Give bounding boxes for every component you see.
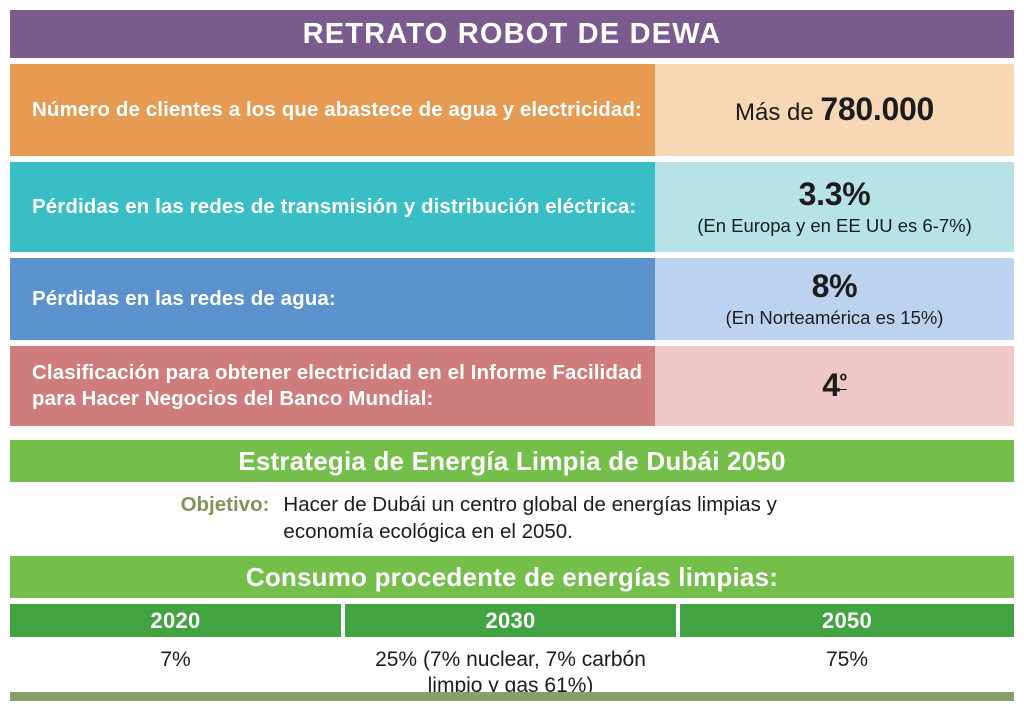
table-column-2030: 2030 25% (7% nuclear, 7% carbón limpio y…	[345, 604, 676, 700]
fact-label-water-losses: Pérdidas en las redes de agua:	[10, 258, 655, 340]
table-column-value: 7%	[10, 637, 341, 699]
fact-row-water-losses: Pérdidas en las redes de agua: 8% (En No…	[10, 258, 1014, 340]
consumption-header-bar: Consumo procedente de energías limpias:	[10, 556, 1014, 598]
fact-label-ranking: Clasificación para obtener electricidad …	[10, 346, 655, 426]
fact-row-electricity-losses: Pérdidas en las redes de transmisión y d…	[10, 162, 1014, 252]
ordinal-indicator: º	[839, 371, 847, 394]
table-column-header: 2020	[10, 604, 341, 637]
fact-label-text: Clasificación para obtener electricidad …	[32, 360, 643, 410]
fact-row-ranking: Clasificación para obtener electricidad …	[10, 346, 1014, 426]
fact-value-electricity-losses: 3.3% (En Europa y en EE UU es 6-7%)	[655, 162, 1014, 252]
strategy-header-text: Estrategia de Energía Limpia de Dubái 20…	[238, 445, 786, 476]
objective-row: Objetivo: Hacer de Dubái un centro globa…	[10, 492, 1014, 548]
fact-row-clients: Número de clientes a los que abastece de…	[10, 64, 1014, 156]
fact-value-note: (En Europa y en EE UU es 6-7%)	[697, 215, 972, 236]
strategy-header-bar: Estrategia de Energía Limpia de Dubái 20…	[10, 440, 1014, 482]
footer-divider	[10, 692, 1014, 701]
page-title: RETRATO ROBOT DE DEWA	[302, 17, 722, 50]
table-column-header: 2030	[345, 604, 676, 637]
fact-value-clients: Más de 780.000	[655, 64, 1014, 156]
table-column-2020: 2020 7%	[10, 604, 341, 700]
objective-label: Objetivo:	[180, 493, 270, 516]
table-column-value: 25% (7% nuclear, 7% carbón limpio y gas …	[345, 637, 676, 700]
page-title-bar: RETRATO ROBOT DE DEWA	[10, 10, 1014, 58]
consumption-header-text: Consumo procedente de energías limpias:	[245, 561, 779, 592]
fact-label-text: Número de clientes a los que abastece de…	[32, 97, 642, 121]
fact-value-number: 8%	[811, 267, 858, 304]
table-column-value: 75%	[680, 637, 1014, 699]
fact-label-text: Pérdidas en las redes de transmisión y d…	[32, 194, 637, 218]
table-column-header: 2050	[680, 604, 1014, 637]
fact-label-text: Pérdidas en las redes de agua:	[32, 286, 336, 310]
fact-value-water-losses: 8% (En Norteamérica es 15%)	[655, 258, 1014, 340]
fact-value-main: 4	[822, 367, 840, 404]
fact-value-ranking: 4º	[655, 346, 1014, 426]
fact-value-number: Más de 780.000	[735, 92, 934, 127]
fact-label-electricity-losses: Pérdidas en las redes de transmisión y d…	[10, 162, 655, 252]
table-column-2050: 2050 75%	[680, 604, 1014, 700]
fact-value-note: (En Norteamérica es 15%)	[725, 307, 944, 328]
fact-value-number: 4º	[822, 367, 847, 404]
consumption-table: 2020 7% 2030 25% (7% nuclear, 7% carbón …	[10, 604, 1014, 700]
fact-value-prefix: Más de	[735, 99, 821, 127]
objective-text: Hacer de Dubái un centro global de energ…	[283, 493, 777, 543]
fact-label-clients: Número de clientes a los que abastece de…	[10, 64, 655, 156]
fact-value-number: 3.3%	[798, 175, 871, 212]
fact-value-main: 780.000	[820, 91, 934, 128]
